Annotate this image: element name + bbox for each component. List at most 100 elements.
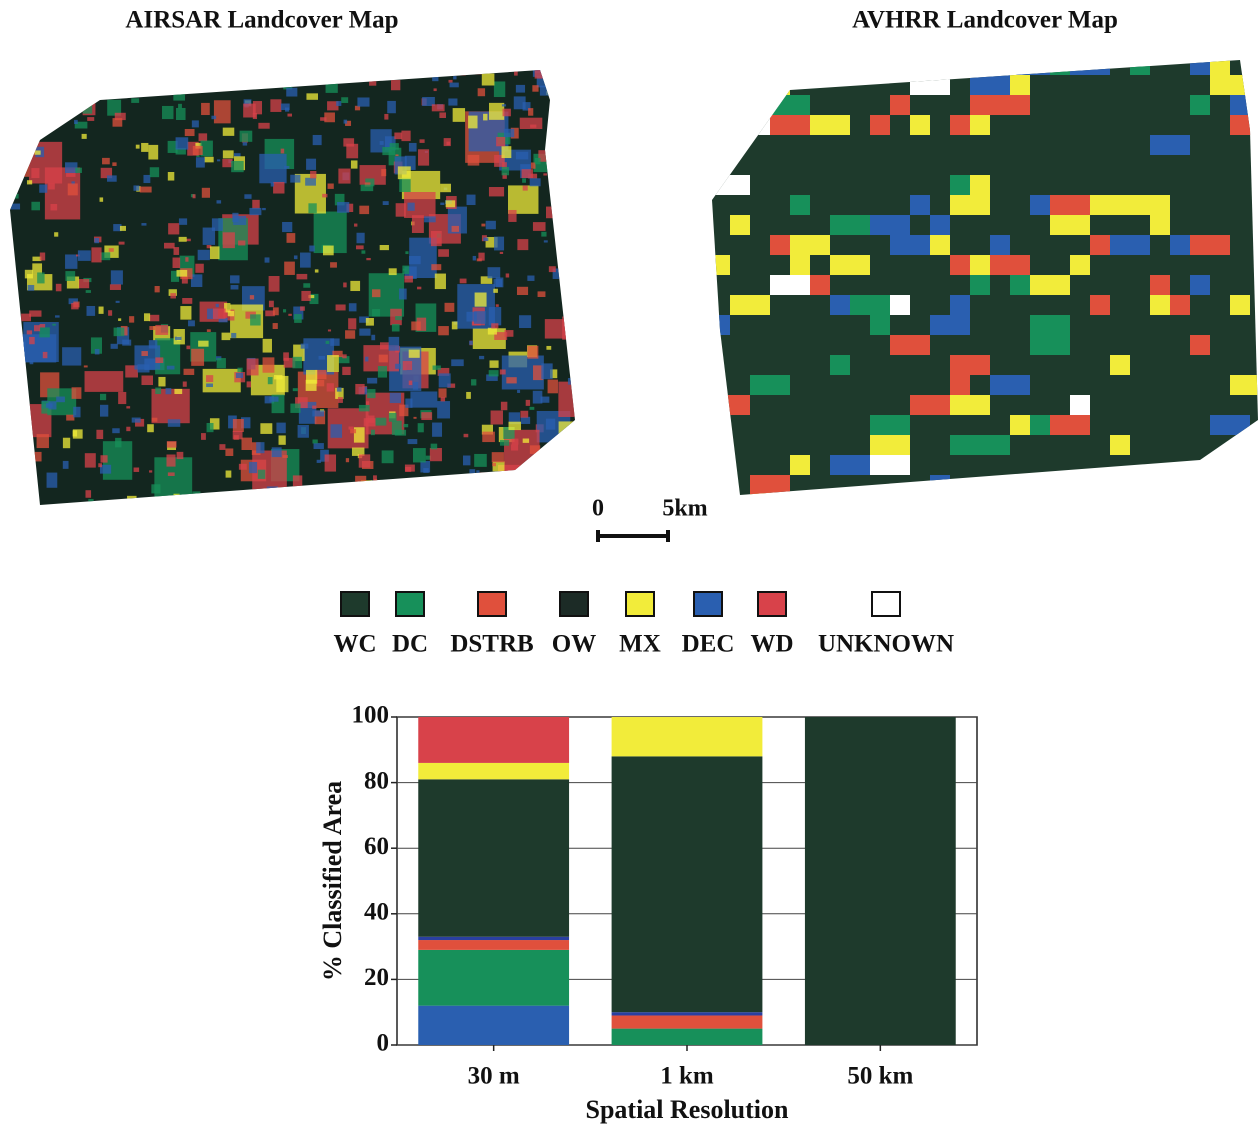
map-patch [379, 355, 388, 363]
bar-segment [418, 950, 569, 1006]
map-patch [548, 496, 551, 501]
map-patch [71, 303, 78, 309]
map-cell [1190, 95, 1210, 115]
map-patch [325, 454, 336, 471]
map-patch [143, 175, 150, 183]
map-patch [227, 506, 236, 515]
map-cell [790, 455, 810, 475]
map-patch [391, 80, 400, 90]
map-patch [448, 80, 452, 83]
map-patch [557, 158, 568, 174]
map-patch [570, 214, 575, 219]
map-cell [990, 255, 1030, 275]
map-patch [115, 438, 121, 448]
map-patch [466, 312, 476, 322]
map-patch [66, 415, 74, 421]
map-patch [345, 330, 355, 338]
map-patch [169, 82, 180, 89]
map-patch [319, 356, 325, 360]
map-patch [234, 153, 241, 157]
map-patch [522, 486, 530, 496]
map-cell [970, 75, 1010, 95]
map-patch [27, 330, 32, 334]
map-patch [155, 357, 163, 363]
map-patch [524, 486, 531, 494]
map-patch [97, 74, 106, 83]
map-patch [149, 340, 158, 348]
map-patch [496, 304, 499, 307]
map-cell [1130, 475, 1150, 495]
map-patch [110, 284, 121, 290]
map-patch [56, 397, 65, 403]
map-patch [50, 204, 57, 210]
map-patch [152, 418, 158, 422]
map-patch [25, 92, 35, 103]
legend-label: MX [619, 631, 661, 658]
legend: WCDCDSTRBOWMXDECWDUNKNOWN [333, 592, 954, 658]
map-cell [710, 395, 750, 415]
map-patch [164, 83, 175, 93]
map-patch [166, 454, 175, 466]
map-patch [192, 491, 200, 503]
map-patch [274, 375, 282, 379]
map-patch [423, 468, 429, 473]
map-patch [530, 125, 536, 128]
map-patch [399, 178, 410, 192]
map-patch [494, 279, 503, 287]
map-patch [546, 452, 587, 484]
map-patch [237, 368, 242, 373]
map-patch [552, 187, 555, 192]
bar-segment [418, 940, 569, 950]
map-patch [356, 245, 364, 249]
map-patch [131, 98, 139, 103]
map-patch [250, 295, 254, 299]
map-cell [750, 375, 790, 395]
map-patch [500, 440, 509, 446]
map-patch [357, 233, 365, 244]
map-patch [351, 160, 358, 168]
map-cell [1230, 95, 1260, 115]
map-patch [530, 178, 541, 186]
map-patch [39, 184, 47, 192]
map-patch [404, 276, 413, 283]
map-patch [168, 419, 180, 427]
map-patch [366, 318, 374, 326]
map-patch [247, 359, 259, 376]
map-patch [488, 267, 501, 278]
map-patch [506, 273, 509, 277]
map-patch [328, 183, 334, 188]
map-patch [303, 283, 310, 288]
map-patch [306, 93, 318, 99]
map-patch [310, 171, 316, 178]
map-patch [409, 143, 417, 152]
map-patch [330, 262, 337, 267]
bar-segment [612, 1015, 763, 1028]
map-patch [301, 344, 309, 349]
map-title: AIRSAR Landcover Map [125, 7, 398, 34]
map-patch [338, 169, 350, 184]
map-patch [305, 178, 316, 186]
map-patch [509, 422, 522, 430]
map-cell [990, 375, 1030, 395]
map-patch [479, 356, 484, 359]
bar-segment [418, 717, 569, 763]
bar-segment [418, 937, 569, 940]
map-cell [830, 295, 850, 315]
page: AIRSAR Landcover Map AVHRR Landcover Map… [0, 0, 1260, 1129]
map-patch [375, 418, 386, 426]
map-patch [118, 318, 121, 321]
map-patch [118, 392, 126, 404]
map-patch [72, 387, 82, 399]
map-patch [266, 503, 273, 510]
map-patch [222, 159, 232, 167]
map-patch [65, 271, 75, 281]
bar-segment [418, 779, 569, 936]
map-patch [516, 152, 528, 160]
map-patch [489, 307, 501, 325]
map-patch [225, 448, 233, 456]
map-patch [149, 326, 155, 330]
map-patch [471, 379, 476, 385]
map-patch [27, 180, 32, 184]
map-cell [1110, 235, 1150, 255]
map-patch [553, 88, 563, 94]
